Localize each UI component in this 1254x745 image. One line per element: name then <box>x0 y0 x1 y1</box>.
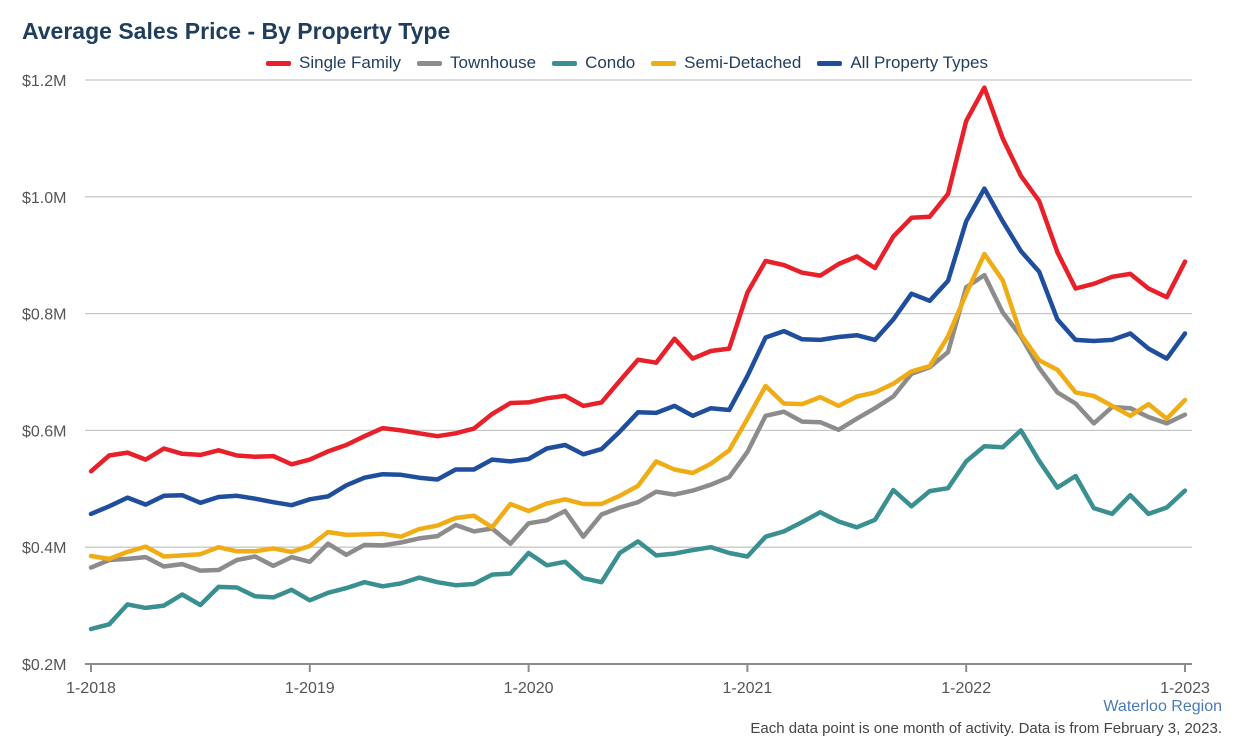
series-line-townhouse <box>88 272 1188 573</box>
x-tick-label: 1-2022 <box>941 680 991 697</box>
source-label: Waterloo Region <box>1103 698 1222 715</box>
legend-swatch <box>266 60 291 66</box>
legend-item[interactable]: Condo <box>552 52 635 74</box>
legend-swatch <box>651 60 677 66</box>
y-tick-label: $0.6M <box>22 423 66 440</box>
legend-label: Semi-Detached <box>684 53 802 72</box>
x-tick-label: 1-2020 <box>504 680 554 697</box>
legend-item[interactable]: Single Family <box>266 52 401 74</box>
legend-item[interactable]: All Property Types <box>817 52 988 74</box>
series-line-all-property-types <box>88 186 1188 517</box>
x-tick-label: 1-2019 <box>285 680 335 697</box>
legend-label: All Property Types <box>850 53 988 72</box>
y-tick-label: $0.2M <box>22 657 66 674</box>
x-tick-label: 1-2023 <box>1160 680 1210 697</box>
legend-swatch <box>417 60 443 66</box>
y-tick-label: $0.8M <box>22 307 66 324</box>
legend-swatch <box>817 60 843 66</box>
y-tick-label: $0.4M <box>22 540 66 557</box>
y-tick-label: $1.0M <box>22 190 66 207</box>
footnote: Each data point is one month of activity… <box>750 720 1222 737</box>
legend-swatch <box>552 60 578 66</box>
series-line-single-family <box>88 85 1188 474</box>
legend: Single Family Townhouse Condo Semi-Detached… <box>0 52 1254 74</box>
chart-title: Average Sales Price - By Property Type <box>22 18 451 44</box>
y-tick-label: $1.2M <box>22 73 66 90</box>
legend-item[interactable]: Townhouse <box>417 52 536 74</box>
legend-label: Single Family <box>299 53 402 72</box>
x-tick-label: 1-2021 <box>722 680 772 697</box>
x-tick-label: 1-2018 <box>66 680 116 697</box>
legend-item[interactable]: Semi-Detached <box>651 52 801 74</box>
legend-label: Condo <box>585 53 636 72</box>
series-line-semi-detached <box>88 251 1188 562</box>
series-line-condo <box>88 428 1188 632</box>
legend-label: Townhouse <box>450 53 537 72</box>
